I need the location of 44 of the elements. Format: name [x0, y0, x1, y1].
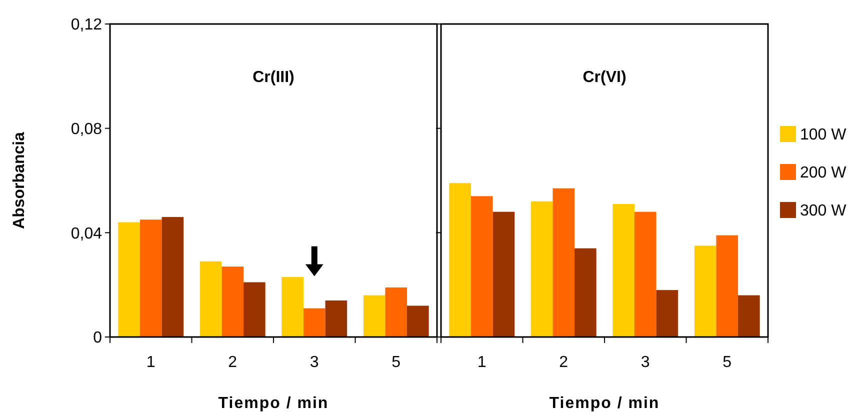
bar [694, 246, 716, 337]
bar [244, 282, 266, 337]
text: Cr(III) [252, 69, 294, 86]
bar [222, 266, 244, 337]
y-tick-label: 0,04 [70, 225, 102, 242]
y-tick-label: 0,08 [70, 120, 102, 138]
bar [303, 308, 326, 337]
x-tick-label: 3 [310, 354, 319, 371]
bar [612, 204, 634, 337]
bar [162, 217, 184, 337]
bar [634, 212, 656, 337]
bar [492, 212, 515, 337]
bar [118, 222, 140, 337]
bar [470, 196, 493, 337]
bar [530, 201, 553, 337]
x-tick-label: 1 [477, 354, 486, 371]
bar [449, 183, 471, 337]
bar [325, 300, 348, 337]
x-tick-label: 5 [392, 354, 401, 371]
bar [385, 287, 408, 337]
bar [574, 248, 596, 337]
y-axis-title: Absorbancia [11, 132, 28, 229]
x-tick-label: 2 [228, 354, 238, 371]
x-axis-title: Tiempo / min [549, 395, 660, 412]
bar [552, 188, 575, 337]
bar [200, 261, 222, 337]
x-tick-label: 3 [640, 354, 650, 371]
x-tick-label: 1 [146, 354, 156, 371]
x-tick-label: 5 [722, 354, 732, 371]
legend-label: 300 W [800, 202, 848, 220]
bar [738, 295, 760, 337]
y-tick-label: 0 [93, 330, 102, 347]
legend-label: 200 W [800, 164, 848, 182]
x-axis-title: Tiempo / min [218, 395, 329, 412]
bar [140, 220, 162, 337]
bar [407, 306, 429, 337]
y-tick-label: 0,12 [70, 16, 102, 34]
legend-label: 100 W [800, 126, 848, 144]
bar [363, 295, 386, 337]
bar [282, 277, 304, 337]
x-tick-label: 2 [559, 354, 568, 371]
bar [716, 235, 738, 337]
bar [656, 290, 678, 337]
text: Cr(VI) [582, 69, 626, 86]
